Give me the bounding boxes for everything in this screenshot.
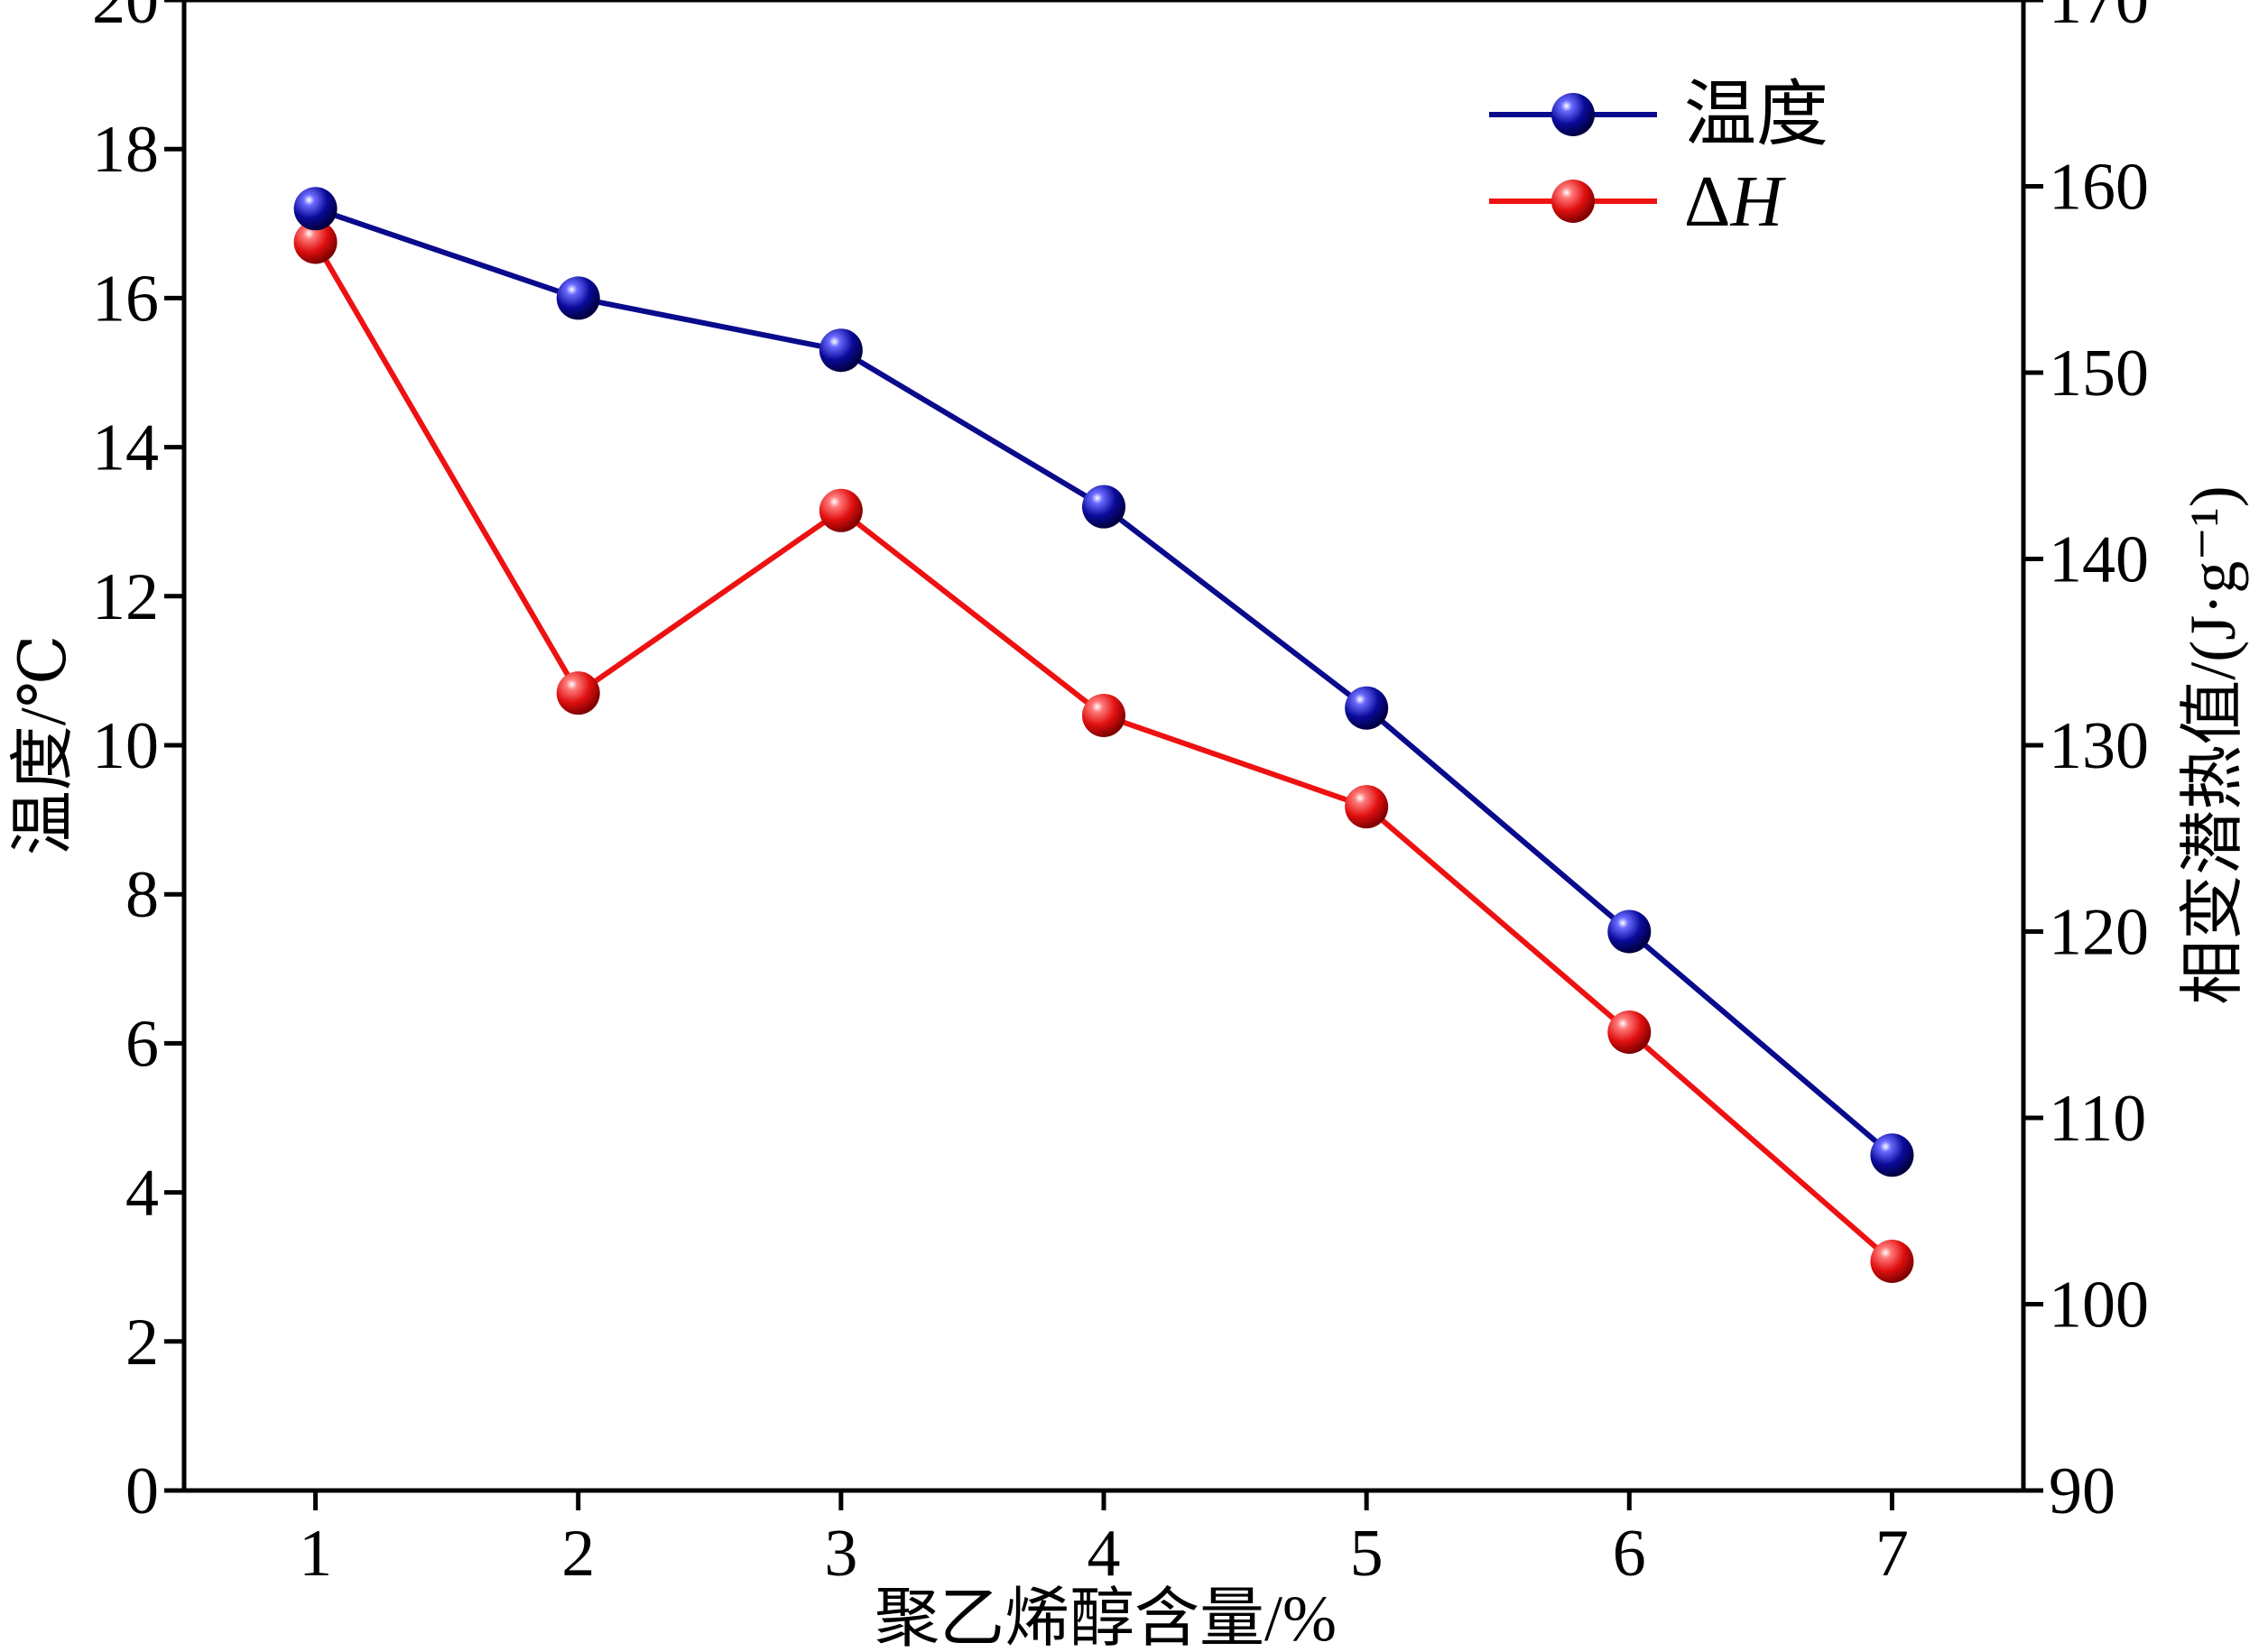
- right-y-tick-label: 120: [2049, 896, 2149, 970]
- temperature-data-point: [293, 187, 338, 231]
- dh-data-point: [1345, 785, 1389, 829]
- x-tick-label: 4: [1088, 1517, 1121, 1591]
- right-y-axis-label: 相变潜热值/(J·g⁻¹): [2177, 485, 2249, 1005]
- left-y-axis-ticks: 0 2 4 6 8 10 12 14 16 18 20: [92, 0, 184, 1528]
- x-tick-label: 6: [1613, 1517, 1646, 1591]
- dh-data-point: [1607, 1011, 1652, 1055]
- right-y-axis-ticks: 90 100 110 120 130 140 150 160 170: [2023, 0, 2149, 1528]
- left-y-tick-label: 12: [92, 560, 159, 634]
- temperature-legend-marker: [1551, 93, 1595, 136]
- dh-data-point: [1870, 1240, 1914, 1284]
- right-y-tick-label: 150: [2049, 337, 2149, 411]
- left-y-tick-label: 8: [125, 858, 159, 932]
- dh-series-line: [312, 240, 1894, 1264]
- right-y-tick-label: 170: [2049, 0, 2149, 38]
- x-tick-label: 1: [299, 1517, 332, 1591]
- left-y-tick-label: 20: [92, 0, 159, 38]
- temperature-series-line: [314, 206, 1894, 1158]
- dh-data-point: [819, 488, 863, 532]
- x-tick-label: 2: [561, 1517, 595, 1591]
- temperature-legend-label: 温度: [1684, 76, 1828, 155]
- temperature-data-point: [1870, 1133, 1914, 1177]
- dh-data-point: [556, 671, 600, 715]
- left-y-tick-label: 2: [125, 1306, 159, 1380]
- temperature-data-point: [1082, 485, 1125, 529]
- left-y-tick-label: 18: [92, 113, 159, 187]
- left-y-tick-label: 10: [92, 709, 159, 783]
- dh-legend-label: ΔH: [1684, 162, 1786, 242]
- right-y-tick-label: 110: [2049, 1082, 2146, 1156]
- right-y-tick-label: 140: [2049, 523, 2149, 597]
- left-y-axis-label: 温度/℃: [7, 635, 79, 856]
- right-y-tick-label: 90: [2049, 1454, 2115, 1528]
- temperature-data-point: [556, 276, 600, 320]
- dh-data-point: [1082, 693, 1125, 737]
- dh-legend-marker: [1551, 180, 1595, 223]
- right-y-tick-label: 130: [2049, 709, 2149, 783]
- left-y-tick-label: 16: [92, 262, 159, 336]
- left-y-tick-label: 0: [125, 1454, 159, 1528]
- dh-data-point: [293, 220, 338, 264]
- left-y-tick-label: 4: [125, 1157, 159, 1231]
- right-y-tick-label: 160: [2049, 151, 2149, 225]
- temperature-data-point: [1607, 909, 1652, 954]
- x-axis-ticks: 1 2 3 4 5 6 7: [299, 1490, 1909, 1591]
- x-tick-label: 7: [1875, 1517, 1909, 1591]
- left-y-tick-label: 14: [92, 411, 159, 485]
- left-y-tick-label: 6: [125, 1007, 159, 1081]
- x-tick-label: 5: [1350, 1517, 1384, 1591]
- x-axis-label: 聚乙烯醇含量/%: [875, 1583, 1337, 1652]
- temperature-data-point: [1345, 686, 1389, 730]
- x-tick-label: 3: [824, 1517, 857, 1591]
- series-layer: [293, 187, 1914, 1284]
- right-y-tick-label: 100: [2049, 1269, 2149, 1343]
- temperature-data-point: [819, 328, 863, 373]
